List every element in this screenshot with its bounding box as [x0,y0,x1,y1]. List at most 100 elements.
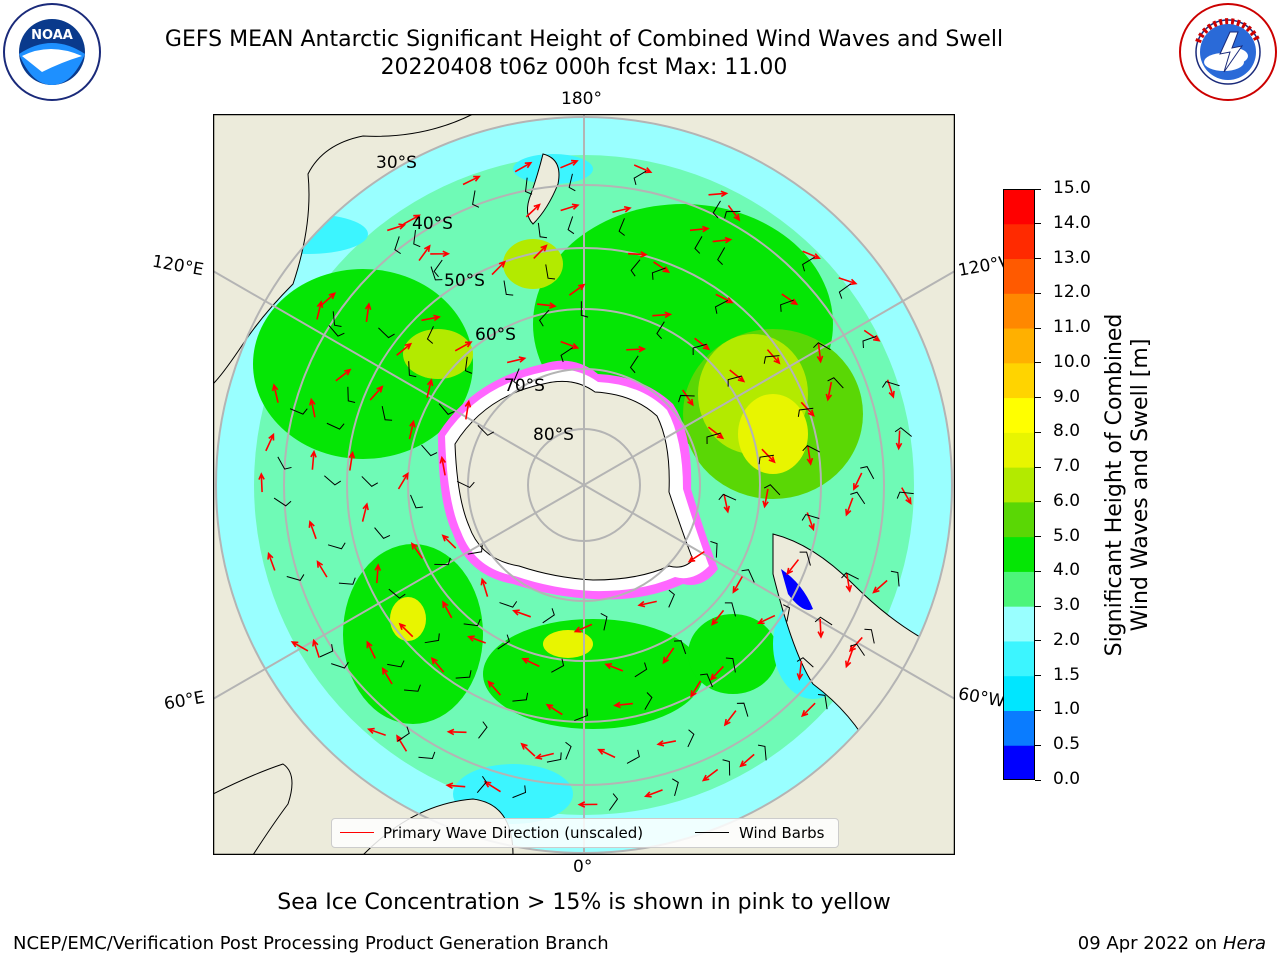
wave-arrow [806,445,814,466]
wave-arrow [802,250,821,260]
wind-barb [896,491,914,499]
wave-arrow [491,260,506,276]
wind-barb [426,326,434,344]
wave-arrow [442,600,453,619]
wave-arrow [514,161,533,173]
colorbar-tick-label: 7.0 [1053,456,1081,477]
wave-arrow [845,497,854,517]
wave-arrow [487,680,502,696]
wave-arrow [711,609,725,626]
wave-arrow [845,649,854,669]
wind-barb [387,660,405,668]
wind-barb [319,644,334,658]
wind-barb [456,480,475,489]
wave-arrow [825,381,833,402]
legend-wave-swatch [340,832,374,833]
wave-arrow [387,223,407,232]
wave-arrow [398,622,414,638]
wind-barb [838,283,852,299]
wind-barb [630,259,641,277]
wind-barb [438,403,455,415]
wave-arrow [421,314,441,322]
wave-arrow [786,559,800,576]
wind-barb [513,368,520,387]
wave-arrow [613,701,633,709]
chart-title: GEFS MEAN Antarctic Significant Height o… [164,27,1004,52]
colorbar-tick-mark [1035,362,1041,364]
chart-subtitle-forecast: 20220408 t06z 000h fcst Max: 11.00 [380,55,788,80]
wave-arrow [381,667,393,685]
wind-barb [763,355,780,364]
wave-arrow [577,801,598,808]
wave-arrow [520,742,536,757]
wind-barb [674,640,687,655]
wave-arrow [335,368,352,382]
wind-barb [338,577,356,585]
colorbar-swatch [1003,675,1035,711]
wind-barb [712,200,721,219]
wind-barb [780,299,794,312]
colorbar-tick-label: 11.0 [1053,317,1091,338]
wind-barb [725,657,736,673]
legend-wave-label: Primary Wave Direction (unscaled) [383,824,644,842]
wave-arrow [309,397,316,418]
wind-barb [656,321,665,340]
wave-arrow [838,277,858,286]
wind-barb [600,612,608,631]
wind-barb [413,230,421,248]
wave-arrow [467,635,486,644]
wind-barb [608,793,619,811]
colorbar-tick-label: 8.0 [1053,421,1081,442]
polar-map [213,114,955,855]
wave-arrow [366,727,386,736]
wind-barb [512,692,529,702]
colorbar-tick-mark [1035,397,1041,399]
wind-barb [347,386,356,403]
wind-barb [273,497,292,507]
wave-arrow [694,337,711,351]
legend-barb-swatch [695,832,729,833]
colorbar-swatch [1003,536,1035,572]
colorbar-tick-label: 3.0 [1053,595,1081,616]
wind-barb [651,267,666,280]
wave-arrow [723,710,737,727]
wave-arrow [521,657,540,668]
wind-barb [580,301,589,318]
wave-arrow [796,661,804,681]
colorbar-tick-label: 5.0 [1053,525,1081,546]
lon-label-60w: 60°W [956,684,1007,712]
wave-arrow [723,493,731,514]
wind-barb [796,657,814,668]
wave-arrow [895,430,903,451]
wave-arrow [310,449,317,470]
wind-barb [644,692,653,710]
wave-arrow [545,703,563,716]
wave-arrow [462,175,481,186]
colorbar-tick-mark [1035,536,1041,538]
wind-barb [455,670,472,679]
wind-barb [634,662,648,678]
colorbar-tick-label: 13.0 [1053,247,1091,268]
colorbar-title-line2: Wind Waves and Swell [m] [1128,338,1153,632]
wave-arrow [627,251,648,258]
wave-arrow [816,343,824,364]
wind-barb [568,173,576,192]
wind-barb [718,493,737,501]
wind-barb [512,785,527,799]
wind-barb [434,557,451,566]
wind-barb [567,216,575,235]
wave-arrow [403,214,421,225]
wind-barb [328,325,345,337]
wind-barb [710,540,718,558]
wind-barb [841,572,859,580]
wind-barb [672,778,679,797]
wave-arrow [715,293,734,304]
wave-arrow [652,311,673,319]
wind-barb [499,601,518,608]
wave-arrow [361,502,369,522]
wind-barb [714,299,729,314]
wind-barb [327,542,346,550]
wind-barb [381,405,393,421]
wave-arrow [762,488,769,509]
colorbar-swatch [1003,467,1035,503]
